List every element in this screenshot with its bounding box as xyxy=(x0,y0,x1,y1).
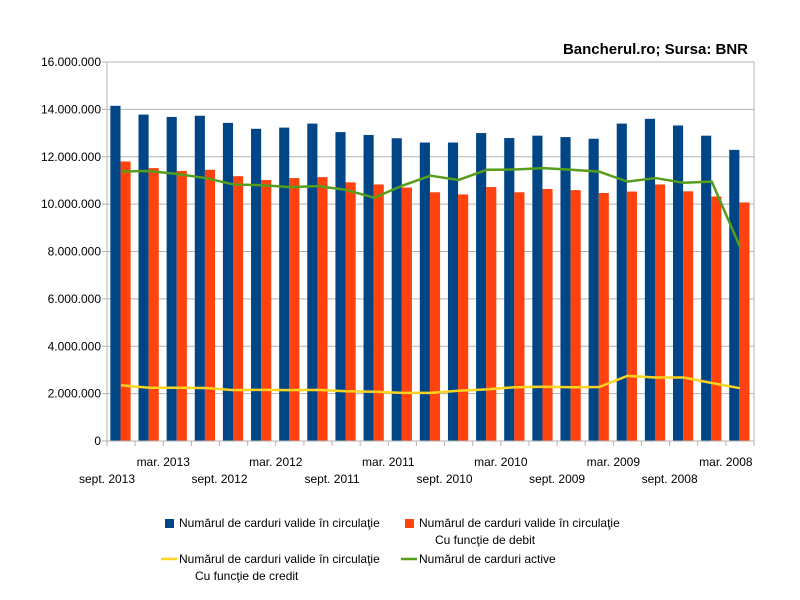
legend-label: Cu funcţie de credit xyxy=(195,569,299,583)
bar-debit-cards xyxy=(626,191,637,441)
bar-debit-cards xyxy=(373,184,384,442)
bar-valid-cards xyxy=(166,116,177,441)
y-tick-label: 10.000.000 xyxy=(41,197,101,211)
x-tick-label: mar. 2010 xyxy=(474,455,528,469)
bar-valid-cards xyxy=(588,138,599,441)
bar-debit-cards xyxy=(542,188,553,441)
bar-debit-cards xyxy=(317,177,328,441)
x-tick-label: mar. 2013 xyxy=(137,455,191,469)
bar-valid-cards xyxy=(194,115,205,441)
axes xyxy=(106,62,755,446)
bar-valid-cards xyxy=(251,128,262,441)
bar-debit-cards xyxy=(289,178,300,441)
chart-title: Bancherul.ro; Sursa: BNR xyxy=(563,41,748,58)
bar-debit-cards xyxy=(261,179,272,441)
bar-valid-cards xyxy=(532,135,543,441)
bar-debit-cards xyxy=(514,192,525,441)
y-tick-label: 12.000.000 xyxy=(41,150,101,164)
legend-label: Numărul de carduri active xyxy=(419,552,556,566)
bar-valid-cards xyxy=(391,138,402,441)
x-tick-label: sept. 2010 xyxy=(417,472,473,486)
bar-valid-cards xyxy=(363,134,374,441)
bar-valid-cards xyxy=(560,137,571,442)
x-tick-label: mar. 2012 xyxy=(249,455,303,469)
bar-debit-cards xyxy=(176,170,187,441)
x-tick-label: sept. 2009 xyxy=(529,472,585,486)
x-tick-label: sept. 2011 xyxy=(304,472,359,486)
bar-valid-cards xyxy=(476,133,487,441)
legend-label: Numărul de carduri valide în circulaţie xyxy=(179,516,380,530)
bar-debit-cards xyxy=(458,194,469,441)
bar-debit-cards xyxy=(148,168,159,441)
x-tick-label: mar. 2009 xyxy=(587,455,641,469)
bar-valid-cards xyxy=(307,123,318,442)
legend-swatch-valid-cards xyxy=(165,519,174,528)
bar-debit-cards xyxy=(486,187,497,441)
bar-valid-cards xyxy=(672,125,684,442)
bar-debit-cards xyxy=(570,190,581,441)
y-tick-label: 6.000.000 xyxy=(48,292,102,306)
bar-valid-cards xyxy=(616,123,627,442)
bar-valid-cards xyxy=(729,149,740,442)
y-tick-label: 0 xyxy=(94,434,101,448)
bar-valid-cards xyxy=(419,142,430,441)
series-lines xyxy=(120,166,742,395)
bars xyxy=(110,105,750,442)
bar-valid-cards xyxy=(279,127,290,441)
y-axis-labels: 0 2.000.000 4.000.000 6.000.000 8.000.000 10.… xyxy=(41,55,101,448)
bar-valid-cards xyxy=(644,118,655,441)
bar-debit-cards xyxy=(739,202,750,441)
legend-swatch-debit-cards xyxy=(405,519,414,528)
bar-valid-cards xyxy=(110,105,121,442)
legend-label: Numărul de carduri valide în circulaţie xyxy=(179,552,380,566)
legend: Numărul de carduri valide în circulaţie N… xyxy=(161,516,620,583)
x-tick-label: mar. 2011 xyxy=(362,455,415,469)
x-axis-labels: mar. 2013 mar. 2012 mar. 2011 mar. 2010 mar.… xyxy=(79,455,753,486)
bar-debit-cards xyxy=(654,184,666,442)
bar-debit-cards xyxy=(683,191,694,441)
bar-valid-cards xyxy=(335,132,346,442)
bar-valid-cards xyxy=(138,114,149,442)
bar-debit-cards xyxy=(345,182,356,441)
y-tick-label: 16.000.000 xyxy=(41,55,101,69)
y-tick-label: 14.000.000 xyxy=(41,102,101,116)
line-active-cards xyxy=(121,166,742,248)
bar-debit-cards xyxy=(233,176,244,441)
bar-debit-cards xyxy=(711,196,722,441)
x-tick-label: mar. 2008 xyxy=(699,455,753,469)
legend-label: Numărul de carduri valide în circulaţie xyxy=(419,516,620,530)
y-tick-label: 4.000.000 xyxy=(48,339,102,353)
bar-debit-cards xyxy=(401,187,412,441)
y-tick-label: 2.000.000 xyxy=(48,387,102,401)
bar-debit-cards xyxy=(429,192,441,441)
x-tick-label: sept. 2008 xyxy=(642,472,698,486)
bar-valid-cards xyxy=(504,138,515,442)
line-credit-cards xyxy=(120,374,741,395)
bar-valid-cards xyxy=(447,142,459,441)
x-tick-label: sept. 2013 xyxy=(79,472,135,486)
bar-valid-cards xyxy=(701,135,712,441)
bar-valid-cards xyxy=(222,122,234,441)
bar-debit-cards xyxy=(204,169,216,441)
x-tick-label: sept. 2012 xyxy=(191,472,247,486)
y-tick-label: 8.000.000 xyxy=(48,245,102,259)
bar-debit-cards xyxy=(598,192,609,441)
bar-debit-cards xyxy=(120,161,131,442)
legend-label: Cu funcţie de debit xyxy=(435,533,536,547)
